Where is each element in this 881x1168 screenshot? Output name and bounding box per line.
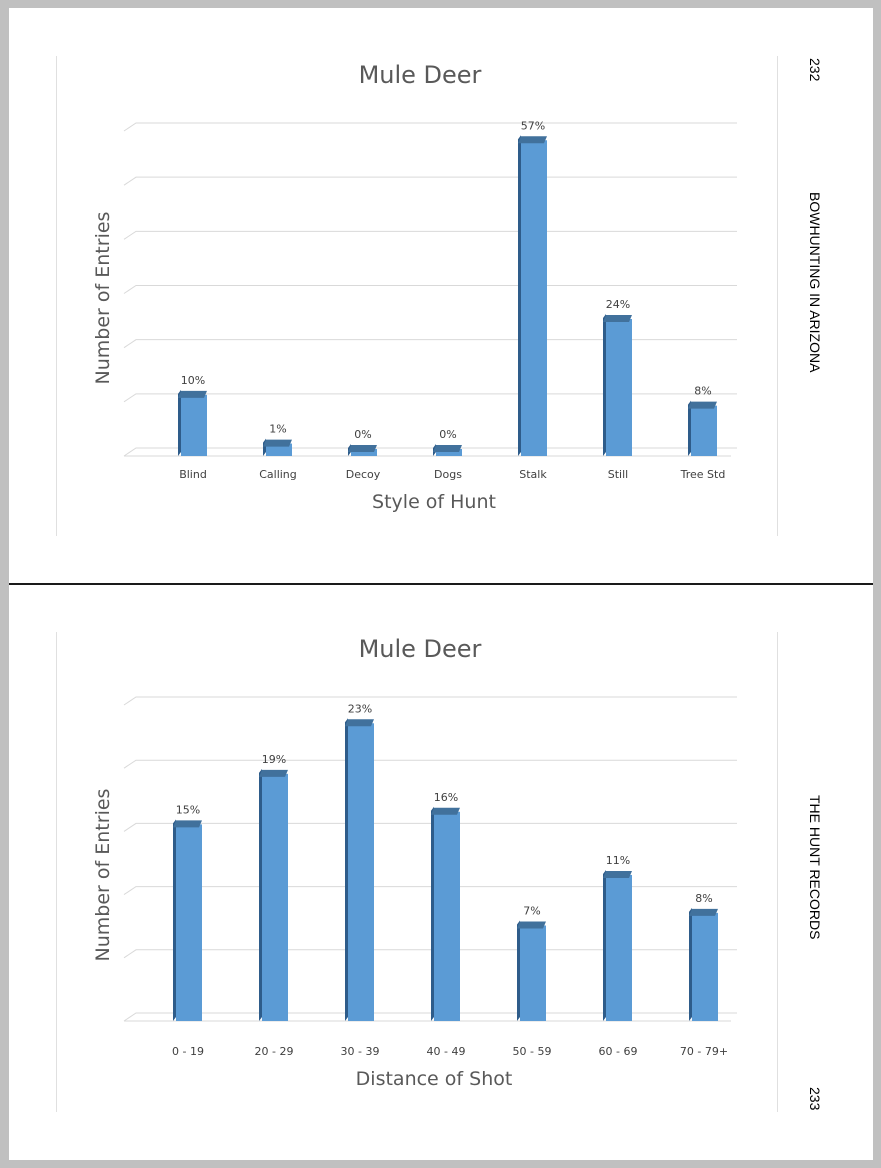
gridline (123, 1012, 737, 1022)
gridline (123, 949, 737, 959)
category-label: Stalk (519, 468, 547, 481)
bar-top (518, 136, 547, 144)
gridline (123, 176, 737, 186)
data-label: 10% (181, 374, 205, 387)
data-label: 0% (354, 428, 371, 441)
y-axis-label: Number of Entries (92, 212, 114, 385)
x-axis-label: Distance of Shot (356, 1068, 513, 1090)
data-label: 24% (606, 298, 630, 311)
chart-distance-of-shot: Mule Deer 15% 0 - 19 19% 20 - 29 23% 30 - 39 16… (92, 635, 737, 1090)
data-label: 15% (176, 803, 200, 816)
bar-20-29 (262, 773, 288, 1021)
bar-top (603, 870, 632, 878)
data-label: 1% (269, 423, 286, 436)
bar-blind (181, 394, 207, 456)
bar-top (348, 445, 377, 452)
category-label: 50 - 59 (513, 1045, 552, 1058)
gridline (123, 886, 737, 896)
page-233: Mule Deer 15% 0 - 19 19% 20 - 29 23% 30 - 39 16… (9, 585, 873, 1160)
bar-top (517, 921, 546, 929)
category-label: Still (608, 468, 628, 481)
bar-top (263, 439, 292, 447)
right-margin-line (777, 632, 778, 1112)
bar-still (606, 319, 632, 456)
gridline (123, 759, 737, 769)
bar-top (173, 820, 202, 828)
gridline (123, 393, 737, 403)
bar-stalk (521, 140, 547, 456)
category-label: 20 - 29 (255, 1045, 294, 1058)
bar-calling (266, 443, 292, 456)
category-label: Decoy (346, 468, 381, 481)
bar-side (259, 768, 262, 1021)
bar-top (689, 908, 718, 916)
page-232: Mule Deer 10% Blind 1% Calling 0% Decoy 0% Dogs 5… (9, 8, 873, 584)
chart-title: Mule Deer (359, 635, 482, 663)
category-label: Tree Std (680, 468, 726, 481)
bar-top (259, 769, 288, 777)
bar-side (517, 920, 520, 1021)
bar-side (688, 400, 691, 456)
bar-tree-std (691, 405, 717, 456)
bar-side (431, 806, 434, 1021)
gridline (123, 822, 737, 832)
gridline (123, 447, 737, 457)
page-divider (9, 583, 873, 585)
bar-side (603, 869, 606, 1021)
data-label: 19% (262, 753, 286, 766)
data-label: 11% (606, 854, 630, 867)
bar-top (603, 315, 632, 322)
data-label: 8% (694, 385, 711, 398)
data-label: 7% (523, 905, 540, 918)
bar-side (603, 314, 606, 456)
data-label: 0% (439, 428, 456, 441)
bar-60-69 (606, 874, 632, 1021)
bar-50-59 (520, 925, 546, 1021)
chart-style-of-hunt: Mule Deer 10% Blind 1% Calling 0% Decoy 0% Dogs 5… (92, 61, 737, 513)
category-label: 0 - 19 (172, 1045, 204, 1058)
bar-70-79- (692, 912, 718, 1021)
gridline (123, 122, 737, 132)
category-label: Blind (179, 468, 207, 481)
gridline (123, 696, 737, 706)
bar-top (345, 719, 374, 727)
category-label: Calling (259, 468, 297, 481)
gridline (123, 285, 737, 294)
page-number: 233 (807, 1087, 823, 1111)
category-label: 30 - 39 (341, 1045, 380, 1058)
y-axis-label: Number of Entries (92, 789, 114, 962)
bar-side (345, 718, 348, 1021)
bar-side (518, 135, 521, 456)
data-label: 16% (434, 791, 458, 804)
bar-40-49 (434, 811, 460, 1021)
data-label: 8% (695, 892, 712, 905)
bar-side (689, 907, 692, 1021)
data-label: 23% (348, 702, 372, 715)
bar-decoy (351, 449, 377, 456)
bar-top (431, 807, 460, 815)
bar-30-39 (348, 723, 374, 1021)
category-label: Dogs (434, 468, 462, 481)
bar-top (433, 445, 462, 452)
bar-dogs (436, 449, 462, 456)
category-label: 40 - 49 (427, 1045, 466, 1058)
left-margin-line (56, 56, 57, 536)
right-margin-line (777, 56, 778, 536)
gridline (123, 230, 737, 240)
bar-side (178, 389, 181, 456)
bar-0-19 (176, 824, 202, 1021)
gridline (123, 339, 737, 349)
running-header: BOWHUNTING IN ARIZONA (807, 192, 823, 373)
page-number: 232 (807, 58, 823, 82)
chart-title: Mule Deer (359, 61, 482, 89)
category-label: 60 - 69 (599, 1045, 638, 1058)
category-label: 70 - 79+ (680, 1045, 728, 1058)
left-margin-line (56, 632, 57, 1112)
x-axis-label: Style of Hunt (372, 491, 496, 513)
bar-top (688, 401, 717, 409)
data-label: 57% (521, 119, 545, 132)
bar-side (173, 819, 176, 1021)
running-header: THE HUNT RECORDS (807, 795, 823, 940)
bar-top (178, 390, 207, 398)
